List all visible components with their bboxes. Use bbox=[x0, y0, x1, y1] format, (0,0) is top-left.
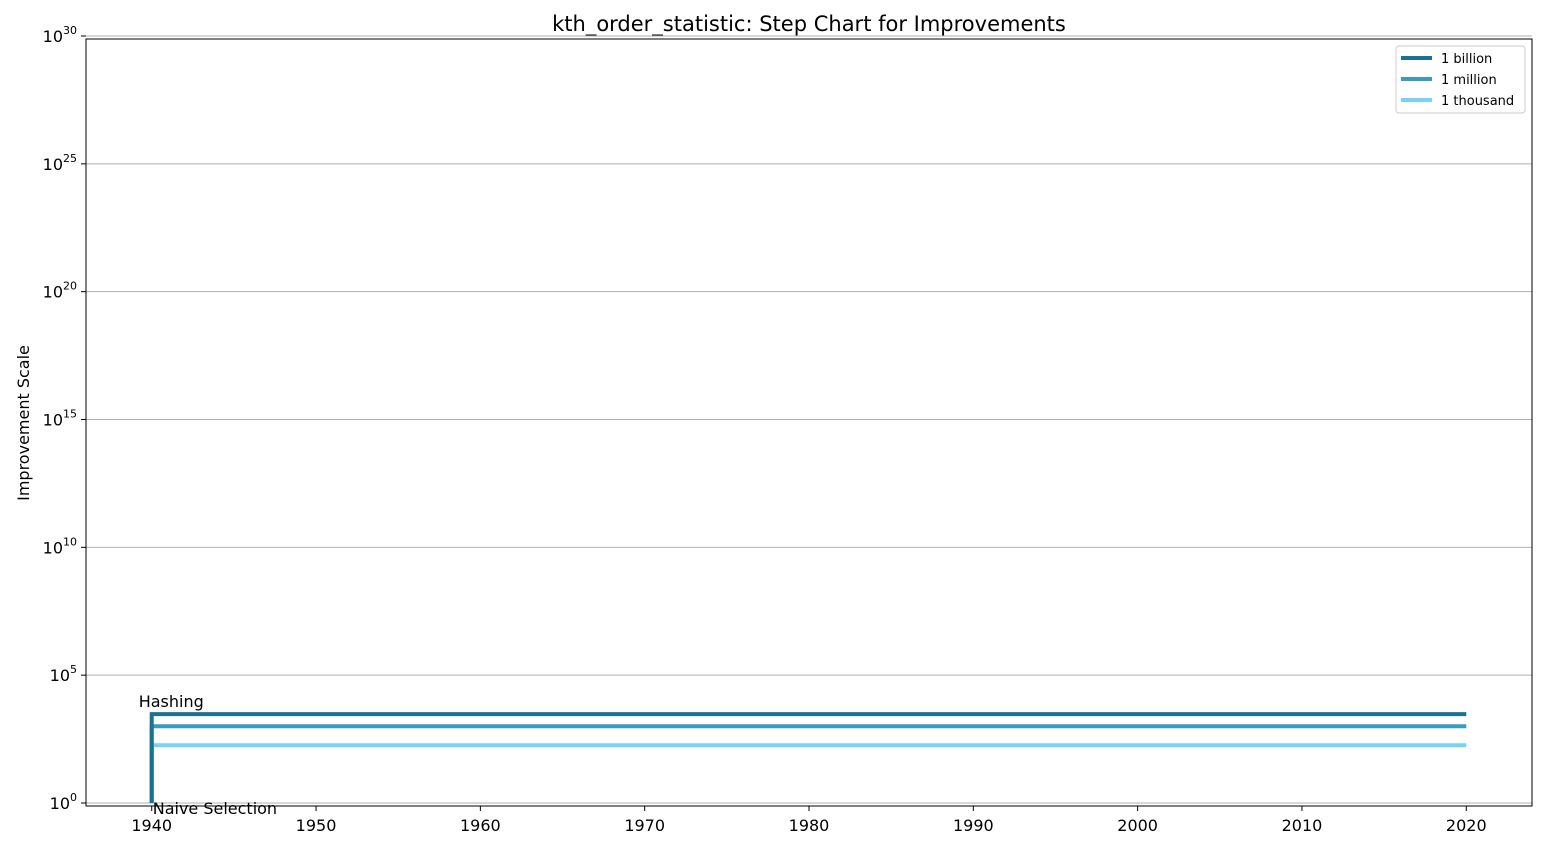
x-tick-label: 1970 bbox=[624, 816, 665, 835]
x-axis: 1940 1950 1960 1970 1980 1990 2000 2010 2020 bbox=[131, 806, 1487, 835]
y-tick-label: 1025 bbox=[43, 152, 77, 174]
y-tick-label: 100 bbox=[50, 791, 77, 813]
annotations: Hashing Naive Selection bbox=[139, 692, 277, 818]
x-tick-label: 1980 bbox=[789, 816, 830, 835]
series-group bbox=[149, 712, 1467, 803]
x-tick-label: 1990 bbox=[953, 816, 994, 835]
x-tick-label: 2010 bbox=[1282, 816, 1323, 835]
y-tick-label: 1030 bbox=[43, 24, 77, 46]
legend-label: 1 million bbox=[1441, 73, 1497, 88]
y-axis-label: Improvement Scale bbox=[14, 345, 33, 501]
grid-lines bbox=[86, 35, 1532, 804]
y-tick-label: 1015 bbox=[43, 408, 77, 430]
legend-label: 1 billion bbox=[1441, 52, 1492, 67]
chart-title: kth_order_statistic: Step Chart for Impr… bbox=[552, 12, 1066, 37]
y-tick-label: 105 bbox=[50, 663, 77, 685]
x-tick-label: 2000 bbox=[1117, 816, 1158, 835]
annotation-label: Hashing bbox=[139, 692, 204, 711]
x-tick-label: 1960 bbox=[460, 816, 501, 835]
series-line bbox=[149, 712, 1467, 803]
legend-label: 1 thousand bbox=[1441, 94, 1514, 109]
legend-box bbox=[1395, 45, 1526, 114]
y-axis: 100 105 1010 1015 1020 1025 1030 bbox=[43, 24, 86, 813]
legend: 1 billion 1 million 1 thousand bbox=[1395, 45, 1526, 114]
x-tick-label: 2020 bbox=[1446, 816, 1487, 835]
y-tick-label: 1020 bbox=[43, 280, 77, 302]
annotation-label: Naive Selection bbox=[153, 799, 277, 818]
x-tick-label: 1940 bbox=[131, 816, 172, 835]
x-tick-label: 1950 bbox=[296, 816, 337, 835]
y-tick-label: 1010 bbox=[43, 535, 77, 557]
